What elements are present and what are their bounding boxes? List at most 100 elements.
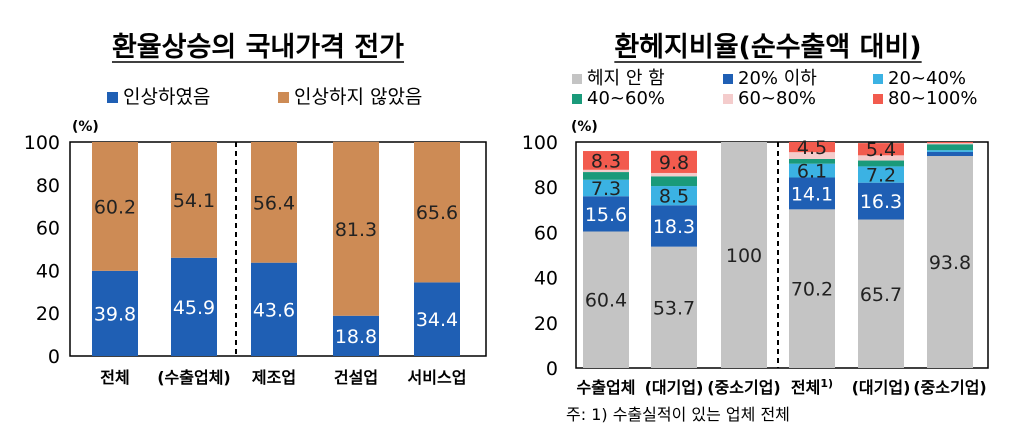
y-tick-label: 0: [48, 346, 60, 368]
legend-swatch: [107, 92, 118, 103]
bar-segment: [171, 142, 217, 258]
data-label: 54.1: [173, 190, 215, 212]
data-label: 14.1: [791, 183, 833, 205]
bar-segment: [789, 209, 835, 368]
legend-swatch: [873, 94, 883, 104]
data-label: 39.8: [94, 303, 136, 325]
data-label: 18.3: [653, 216, 695, 238]
category-label: 전체: [100, 368, 129, 387]
category-label: 건설업: [334, 368, 378, 387]
legend-item: 인상하였음: [107, 86, 210, 108]
bar-segment: [858, 219, 904, 368]
bar-segment: [92, 270, 138, 356]
legend-label: 20~40%: [888, 68, 966, 89]
legend-label: 20% 이하: [738, 68, 817, 89]
legend-swatch: [723, 94, 733, 104]
bar-segment: [789, 158, 835, 164]
data-label: 56.4: [253, 192, 295, 214]
legend-swatch: [572, 74, 582, 84]
bar-segment: [92, 142, 138, 271]
legend-swatch: [723, 74, 733, 84]
bar-segment: [583, 231, 629, 368]
legend-item: 헤지 안 함: [572, 68, 665, 89]
bar-segment: [858, 143, 904, 156]
bar-segment: [651, 172, 697, 177]
y-tick-label: 60: [534, 222, 558, 244]
category-label: 제조업: [252, 368, 296, 387]
unit-label: (%): [571, 119, 598, 135]
bar-segment: [927, 156, 973, 368]
data-label: 8.3: [591, 150, 621, 172]
data-label: 65.6: [416, 202, 458, 224]
bar-segment: [927, 151, 973, 157]
bar-segment: [251, 142, 297, 263]
legend-item: 80~100%: [873, 88, 977, 109]
legend-label: 40~60%: [587, 88, 665, 109]
y-tick-label: 40: [534, 268, 558, 290]
legend-label: 60~80%: [738, 88, 816, 109]
bar-segment: [171, 257, 217, 356]
chart-title: 환헤지비율(순수출액 대비): [614, 32, 921, 63]
chart-title: 환율상승의 국내가격 전가: [112, 32, 404, 63]
legend-label: 인상하였음: [123, 86, 210, 108]
bar-segment: [583, 196, 629, 232]
bar-segment: [333, 141, 379, 316]
data-label: 9.8: [659, 152, 689, 174]
data-label: 53.7: [653, 297, 695, 319]
data-label: 5.4: [866, 139, 896, 161]
legend-item: 20% 이하: [723, 68, 817, 89]
category-label: 서비스업: [408, 368, 467, 387]
y-tick-label: 0: [546, 358, 558, 380]
data-label: 100: [726, 245, 762, 267]
bar-segment: [651, 186, 697, 206]
legend-item: 60~80%: [723, 88, 816, 109]
data-label: 8.5: [659, 186, 689, 208]
bar-segment: [583, 151, 629, 170]
chart-2: 환헤지비율(순수출액 대비) 헤지 안 함 20% 이하 20~40% 40~60% 60…: [522, 32, 989, 397]
bar-segment: [858, 166, 904, 183]
data-label: 7.2: [866, 165, 896, 187]
data-label: 6.1: [797, 161, 827, 183]
data-label: 70.2: [791, 279, 833, 301]
bar-segment: [414, 142, 460, 283]
bar-segment: [789, 177, 835, 210]
legend-swatch: [278, 92, 289, 103]
bar-segment: [789, 152, 835, 159]
bar-segment: [858, 160, 904, 167]
y-tick-label: 20: [36, 303, 60, 325]
data-label: 93.8: [929, 252, 971, 274]
legend-label: 헤지 안 함: [587, 68, 665, 89]
legend-item: 20~40%: [873, 68, 966, 89]
bar-segment: [583, 172, 629, 180]
bar-segment: [333, 315, 379, 356]
bar-segment: [251, 262, 297, 356]
data-label: 7.3: [591, 178, 621, 200]
y-tick-label: 80: [36, 175, 60, 197]
bar-segment: [789, 142, 835, 153]
data-label: 18.8: [335, 326, 377, 348]
bar-segment: [858, 155, 904, 161]
data-label: 15.6: [585, 204, 627, 226]
category-superscript: 1): [820, 377, 833, 390]
bar-segment: [651, 150, 697, 173]
category-label: 전체1): [791, 377, 833, 397]
data-label: 4.5: [797, 137, 827, 159]
bar-segment: [927, 142, 973, 144]
category-label: (대기업): [852, 378, 911, 397]
category-label: (수출업체): [157, 368, 231, 387]
legend-item: 인상하지 않았음: [278, 86, 422, 108]
bar-segment: [583, 179, 629, 197]
y-tick-label: 100: [24, 132, 60, 154]
data-label: 60.2: [94, 196, 136, 218]
bar-segment: [651, 205, 697, 247]
data-label: 34.4: [416, 309, 458, 331]
bar-segment: [651, 246, 697, 368]
legend-item: 40~60%: [572, 88, 665, 109]
category-label: (중소기업): [913, 378, 987, 397]
legend-swatch: [572, 94, 582, 104]
legend-swatch: [873, 74, 883, 84]
bar-segment: [721, 142, 767, 368]
